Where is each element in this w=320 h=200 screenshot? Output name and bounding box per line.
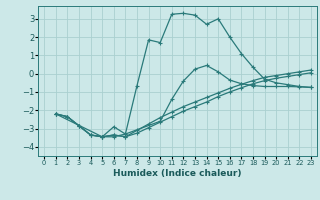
X-axis label: Humidex (Indice chaleur): Humidex (Indice chaleur) bbox=[113, 169, 242, 178]
